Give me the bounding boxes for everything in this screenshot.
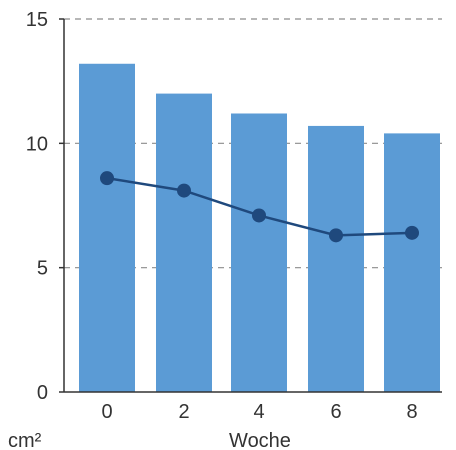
y-tick-labels: 0 5 10 15: [26, 9, 48, 404]
x-tick-label: 6: [330, 401, 341, 423]
x-tick-label: 4: [253, 401, 264, 423]
y-tick-label: 15: [26, 9, 48, 31]
line-series: [100, 171, 419, 243]
bar: [79, 63, 135, 392]
y-tick-label: 0: [37, 382, 48, 404]
y-tick-label: 10: [26, 133, 48, 155]
x-tick-labels: 0 2 4 6 8: [101, 401, 417, 423]
line-point: [252, 208, 266, 223]
line-point: [177, 183, 191, 198]
bar: [384, 133, 440, 393]
bar: [308, 125, 364, 392]
bar-series: [79, 63, 440, 393]
x-tick-label: 8: [406, 401, 417, 423]
x-tick-label: 0: [101, 401, 112, 423]
x-tick-label: 2: [178, 401, 189, 423]
bar: [231, 113, 287, 392]
x-axis-title: Woche: [229, 430, 291, 450]
line-point: [405, 225, 419, 240]
bar: [156, 93, 212, 392]
line-point: [329, 228, 343, 243]
axes: [59, 18, 442, 393]
y-axis-unit-label: cm²: [8, 430, 42, 450]
y-tick-label: 5: [37, 258, 48, 280]
line-point: [100, 171, 114, 186]
